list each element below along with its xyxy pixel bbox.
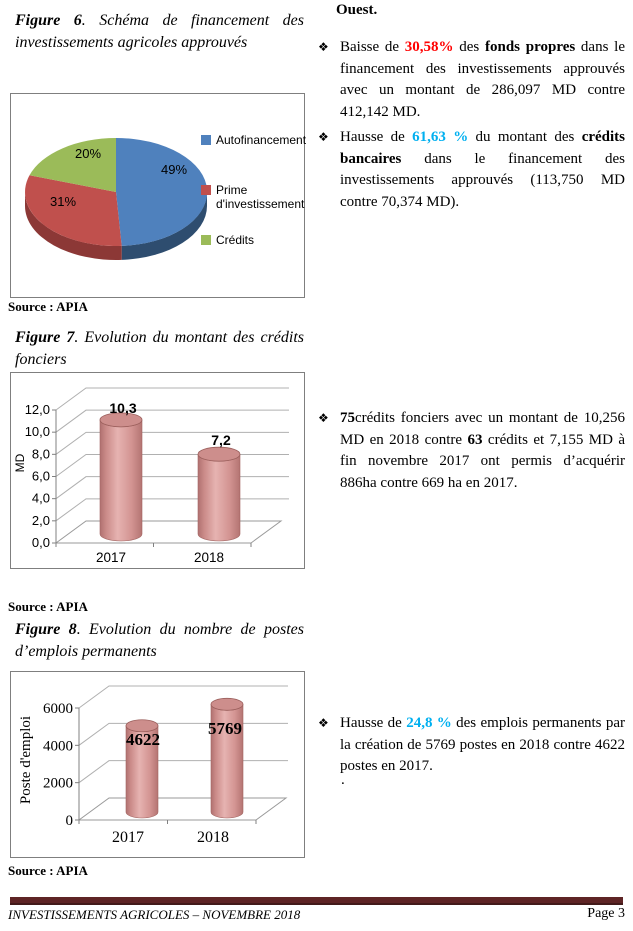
figure6-chart-frame: 49% 31% 20% Autofinancement Prime d'invest…: [10, 93, 307, 298]
figure7-caption-line1: Figure 7. Evolution du montant des crédi…: [15, 329, 305, 346]
bullet-text: Baisse de 30,58% des fonds propres dans …: [340, 39, 625, 120]
svg-text:4,0: 4,0: [32, 491, 50, 506]
bullet-diamond-icon: ❖: [318, 716, 329, 730]
figure8-caption-line2: d’emplois permanents: [15, 643, 157, 660]
svg-text:0,0: 0,0: [32, 535, 50, 550]
svg-text:10,0: 10,0: [25, 424, 50, 439]
svg-text:4622: 4622: [126, 730, 160, 749]
svg-text:2018: 2018: [197, 829, 229, 846]
legend-label-prime: Prime d'investissement: [216, 183, 305, 211]
svg-text:12,0: 12,0: [25, 402, 50, 417]
svg-text:0: 0: [66, 813, 74, 829]
legend-swatch-red-icon: [201, 185, 211, 195]
legend-label-credits: Crédits: [216, 233, 255, 247]
svg-text:MD: MD: [13, 453, 27, 472]
svg-text:10,3: 10,3: [109, 400, 136, 416]
bullet-text: Hausse de 61,63 % du montant des crédits…: [340, 129, 626, 210]
figure6-source: Source : APIA: [8, 299, 88, 314]
svg-text:2017: 2017: [112, 829, 144, 846]
figure8-chart-frame: 0 2000 4000 6000 4622 5769 2017 2018 Poste d'emp…: [10, 671, 305, 858]
bullet-item-fonds-propres: ❖ Baisse de 30,58% des fonds propres dan…: [318, 37, 625, 123]
footer-title: INVESTISSEMENTS AGRICOLES – NOVEMBRE 201…: [8, 907, 301, 922]
emplois-permanents-bar-chart: 0 2000 4000 6000 4622 5769 2017 2018 Poste d'emp…: [18, 685, 288, 846]
bullet-diamond-icon: ❖: [318, 411, 329, 425]
page-number: Page 3: [587, 906, 625, 921]
bullet-text: Hausse de 24,8 % des emplois permanents …: [340, 715, 625, 774]
legend-item-prime: Prime d'investissement: [201, 183, 307, 211]
figure8-caption-line1: Figure 8. Evolution du nombre de postes: [15, 621, 304, 638]
bullet-diamond-icon: ❖: [318, 40, 329, 54]
figure6-caption-line1: Figure 6. Schéma de financement des: [15, 12, 304, 29]
bullet-item-credits-fonciers: ❖ 75crédits fonciers avec un montant de …: [318, 408, 625, 494]
legend-item-credits: Crédits: [201, 233, 307, 247]
bullet-text: 75crédits fonciers avec un montant de 10…: [340, 410, 625, 491]
svg-text:31%: 31%: [50, 194, 76, 209]
svg-text:5769: 5769: [208, 719, 242, 738]
figure6-caption: Figure 6. Schéma de financement des inve…: [15, 10, 304, 54]
credits-fonciers-bar-chart: 0,0 2,0 4,0 6,0 8,0 10,0 12,0 10,3 7,2 2017 2018 MD: [13, 387, 289, 565]
pie-chart: 49% 31% 20%: [24, 137, 208, 261]
legend-swatch-green-icon: [201, 235, 211, 245]
legend-label-autofinancement: Autofinancement: [216, 133, 307, 147]
legend-swatch-blue-icon: [201, 135, 211, 145]
svg-text:2,0: 2,0: [32, 513, 50, 528]
figure7-caption: Figure 7. Evolution du montant des crédi…: [15, 327, 304, 371]
legend-item-autofinancement: Autofinancement: [201, 133, 307, 147]
svg-text:49%: 49%: [161, 162, 187, 177]
svg-text:2017: 2017: [96, 550, 126, 565]
svg-text:Poste d'emploi: Poste d'emploi: [18, 716, 34, 804]
svg-text:8,0: 8,0: [32, 446, 50, 461]
figure8-source: Source : APIA: [8, 863, 88, 878]
footer-rule: [10, 897, 623, 905]
bullet-diamond-icon: ❖: [318, 130, 329, 144]
figure6-caption-line2: investissements agricoles approuvés: [15, 34, 248, 51]
bullet-item-credits-bancaires: ❖ Hausse de 61,63 % du montant des crédi…: [318, 127, 625, 213]
figure8-caption: Figure 8. Evolution du nombre de postes …: [15, 619, 304, 663]
figure7-source: Source : APIA: [8, 599, 88, 614]
svg-text:4000: 4000: [43, 738, 73, 754]
stray-period: .: [341, 772, 345, 788]
figure7-caption-line2: fonciers: [15, 351, 67, 368]
svg-text:7,2: 7,2: [211, 432, 231, 448]
svg-text:20%: 20%: [75, 146, 101, 161]
svg-text:2000: 2000: [43, 776, 73, 792]
svg-text:6,0: 6,0: [32, 469, 50, 484]
figure7-chart-frame: 0,0 2,0 4,0 6,0 8,0 10,0 12,0 10,3 7,2 2017 2018 MD: [10, 372, 305, 569]
svg-text:2018: 2018: [194, 550, 224, 565]
section-heading-ouest: Ouest.: [336, 2, 378, 18]
svg-text:6000: 6000: [43, 701, 73, 717]
bullet-item-emplois-permanents: ❖ Hausse de 24,8 % des emplois permanent…: [318, 713, 625, 778]
